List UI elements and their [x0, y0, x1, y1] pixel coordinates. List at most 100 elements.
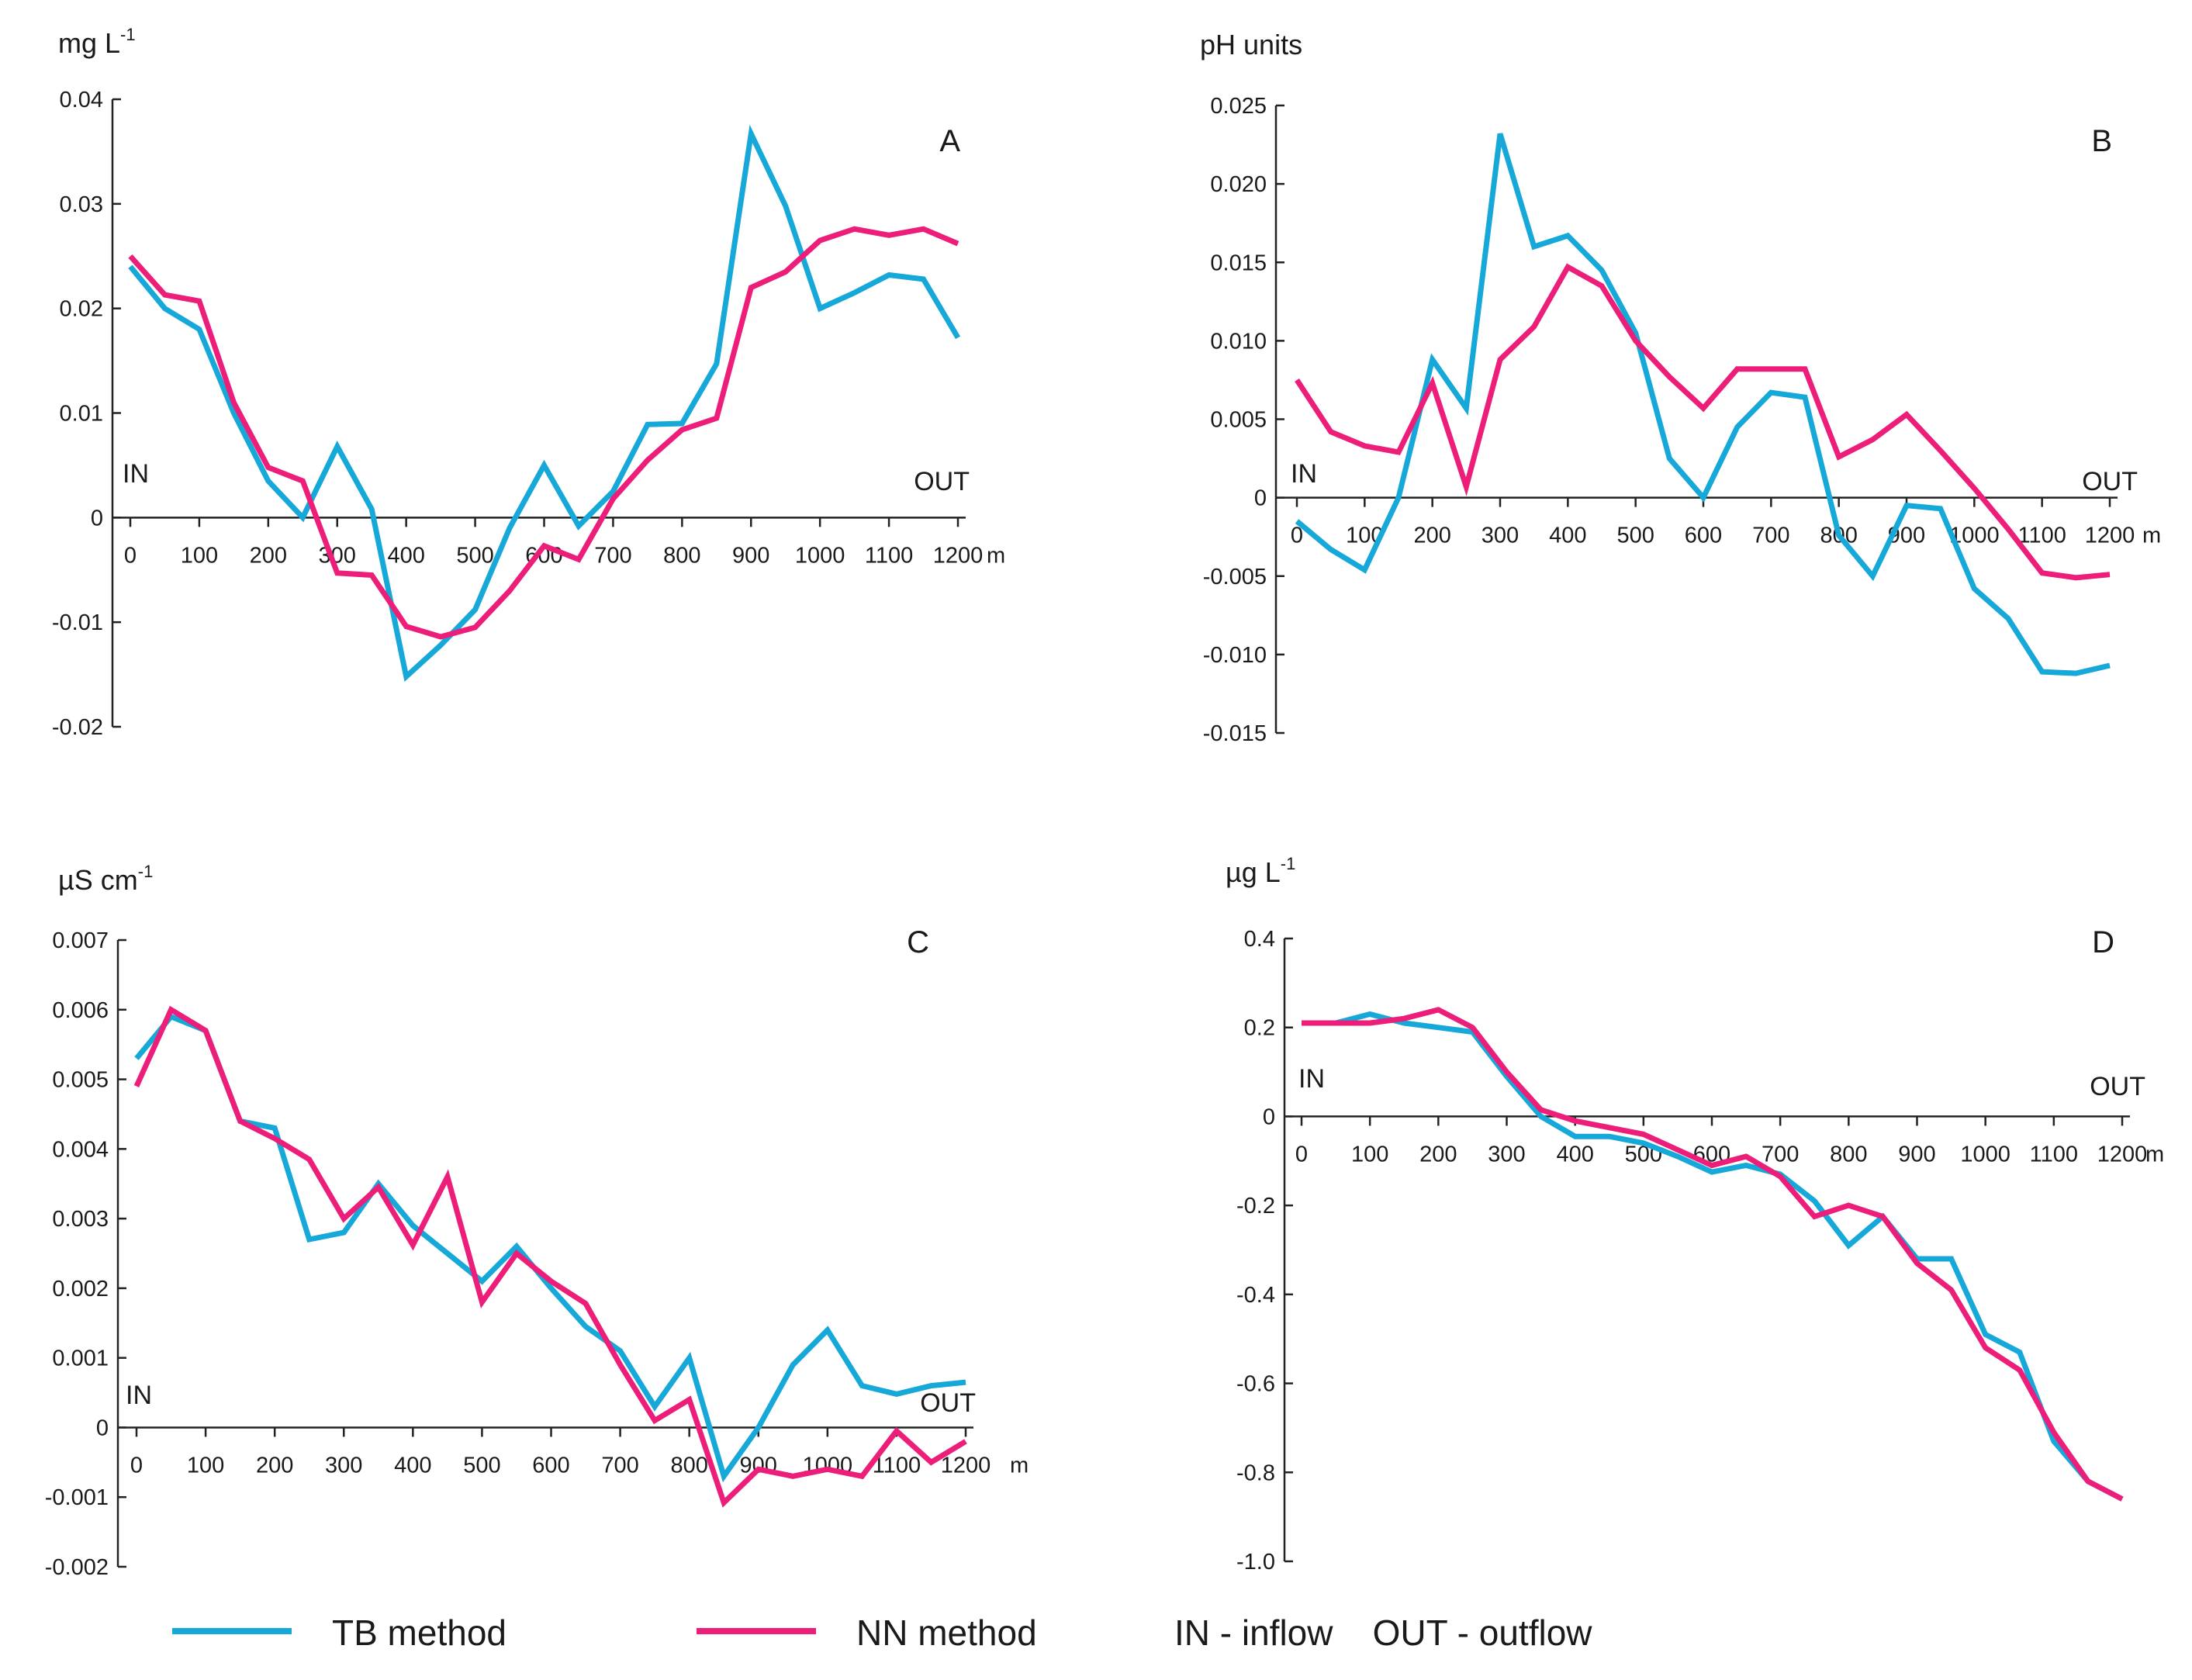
x-tick-label-b: 400: [1549, 524, 1586, 548]
y-tick-label-d: -1.0: [1236, 1550, 1275, 1575]
chart-panel-c: -0.002 -0.001 0 0.001 0.002 0.003 0.004 0.005 0.…: [45, 862, 1029, 1580]
y-tick-label-d: -0.2: [1236, 1194, 1275, 1219]
x-unit-label-c: m: [1010, 1453, 1029, 1478]
series-line-tb-c: [134, 1013, 966, 1483]
legend-label-tb: TB method: [332, 1613, 507, 1653]
y-tick-label-a: -0.02: [52, 715, 103, 740]
x-tick-label-a: 900: [732, 543, 769, 568]
x-unit-label-a: m: [987, 543, 1005, 568]
y-tick-label-a: -0.01: [52, 610, 103, 635]
y-axis-label-sup-a: -1: [120, 25, 136, 44]
x-unit-label-d: m: [2145, 1142, 2164, 1167]
x-tick-label-b: 500: [1616, 524, 1654, 548]
x-tick-label-a: 400: [387, 543, 424, 568]
x-tick-label-a: 100: [181, 543, 218, 568]
x-tick-label-a: 1000: [795, 543, 845, 568]
chart-panel-b: -0.015 -0.010 -0.005 0 0.005 0.010 0.015 0.020 0…: [1200, 29, 2161, 746]
y-tick-label-c: -0.001: [45, 1485, 109, 1510]
y-tick-label-c: -0.002: [45, 1555, 109, 1580]
y-tick-label-a: 0.03: [60, 192, 103, 217]
series-line-tb-d: [1302, 1011, 2124, 1502]
out-marker-a: OUT: [914, 467, 970, 496]
panel-letter-d: D: [2092, 925, 2114, 959]
legend-in-out-note: IN - inflow OUT - outflow: [1174, 1613, 1592, 1653]
x-tick-label-c: 500: [463, 1453, 500, 1478]
series-line-nn-c: [133, 1005, 967, 1508]
panel-letter-a: A: [939, 124, 960, 158]
x-tick-label-d: 1100: [2030, 1142, 2078, 1167]
y-tick-label-c: 0.003: [52, 1207, 109, 1232]
panel-letter-b: B: [2091, 124, 2112, 158]
y-tick-label-c: 0.002: [52, 1277, 109, 1301]
x-tick-label-d: 1000: [1960, 1142, 2010, 1167]
y-tick-label-b: 0: [1254, 486, 1267, 511]
y-tick-label-d: -0.8: [1236, 1460, 1275, 1485]
x-tick-label-a: 300: [319, 543, 356, 568]
y-tick-label-b: 0.005: [1210, 408, 1267, 433]
y-axis-label-b: pH units: [1200, 29, 1302, 60]
x-tick-label-a: 1200: [933, 543, 984, 568]
series-line-nn-d: [1302, 1007, 2124, 1502]
x-tick-label-c: 0: [130, 1453, 143, 1478]
out-marker-c: OUT: [920, 1388, 976, 1418]
y-tick-label-a: 0.02: [60, 297, 103, 322]
y-tick-label-d: 0: [1263, 1104, 1275, 1129]
x-tick-label-d: 200: [1419, 1142, 1457, 1167]
x-tick-label-b: 600: [1685, 524, 1722, 548]
x-tick-label-d: 700: [1762, 1142, 1799, 1167]
y-tick-label-b: 0.015: [1210, 251, 1267, 275]
x-tick-label-c: 600: [532, 1453, 569, 1478]
y-axis-label-c: µS cm-1: [58, 862, 153, 896]
y-tick-label-a: 0: [91, 506, 103, 531]
x-tick-label-b: 1200: [2085, 524, 2135, 548]
x-tick-label-b: 0: [1291, 524, 1303, 548]
x-tick-label-d: 0: [1295, 1142, 1308, 1167]
y-axis-label-sup-c: -1: [138, 862, 154, 881]
y-tick-label-b: 0.025: [1210, 94, 1267, 119]
y-tick-label-c: 0.005: [52, 1068, 109, 1093]
x-tick-label-c: 700: [601, 1453, 638, 1478]
x-tick-label-d: 900: [1898, 1142, 1935, 1167]
x-tick-label-a: 800: [663, 543, 700, 568]
y-axis-label-a: mg L-1: [58, 25, 136, 59]
x-tick-label-d: 300: [1488, 1142, 1525, 1167]
x-tick-label-d: 800: [1830, 1142, 1867, 1167]
y-tick-label-c: 0.006: [52, 998, 109, 1023]
y-tick-label-d: 0.2: [1244, 1016, 1275, 1041]
y-tick-label-b: 0.020: [1210, 172, 1267, 197]
x-tick-label-c: 1200: [941, 1453, 991, 1478]
x-tick-label-c: 1100: [873, 1453, 921, 1478]
x-tick-label-b: 300: [1482, 524, 1519, 548]
legend: TB method NN method IN - inflow OUT - ou…: [172, 1613, 1592, 1653]
series-line-nn-a: [128, 226, 959, 640]
x-tick-label-c: 100: [187, 1453, 224, 1478]
y-tick-label-a: 0.04: [60, 88, 103, 112]
x-tick-label-c: 800: [670, 1453, 707, 1478]
x-tick-label-a: 500: [456, 543, 493, 568]
y-axis-label-d: µg L-1: [1226, 854, 1295, 888]
x-tick-label-a: 0: [124, 543, 137, 568]
panel-letter-c: C: [907, 925, 929, 959]
x-tick-label-d: 400: [1556, 1142, 1593, 1167]
x-tick-label-a: 200: [250, 543, 287, 568]
x-tick-label-d: 100: [1351, 1142, 1388, 1167]
chart-panel-d: -1.0 -0.8 -0.6 -0.4 -0.2 0 0.2 0.4 0 100 200 300 400…: [1226, 854, 2164, 1575]
y-tick-label-b: -0.010: [1203, 643, 1267, 668]
y-tick-label-d: -0.6: [1236, 1372, 1275, 1397]
x-unit-label-b: m: [2142, 524, 2161, 548]
x-tick-label-c: 400: [394, 1453, 431, 1478]
y-tick-label-c: 0.007: [52, 928, 109, 953]
series-line-nn-b: [1295, 263, 2111, 581]
x-tick-label-c: 300: [325, 1453, 362, 1478]
x-tick-label-a: 700: [594, 543, 631, 568]
series-line-tb-a: [128, 124, 961, 683]
in-marker-b: IN: [1291, 459, 1317, 489]
y-tick-label-d: 0.4: [1244, 927, 1275, 952]
out-marker-b: OUT: [2082, 467, 2138, 496]
x-tick-label-d: 1200: [2097, 1142, 2148, 1167]
x-tick-label-c: 200: [256, 1453, 293, 1478]
series-line-tb-b: [1295, 133, 2111, 676]
x-tick-label-b: 1100: [2017, 524, 2066, 548]
in-marker-a: IN: [123, 459, 149, 489]
